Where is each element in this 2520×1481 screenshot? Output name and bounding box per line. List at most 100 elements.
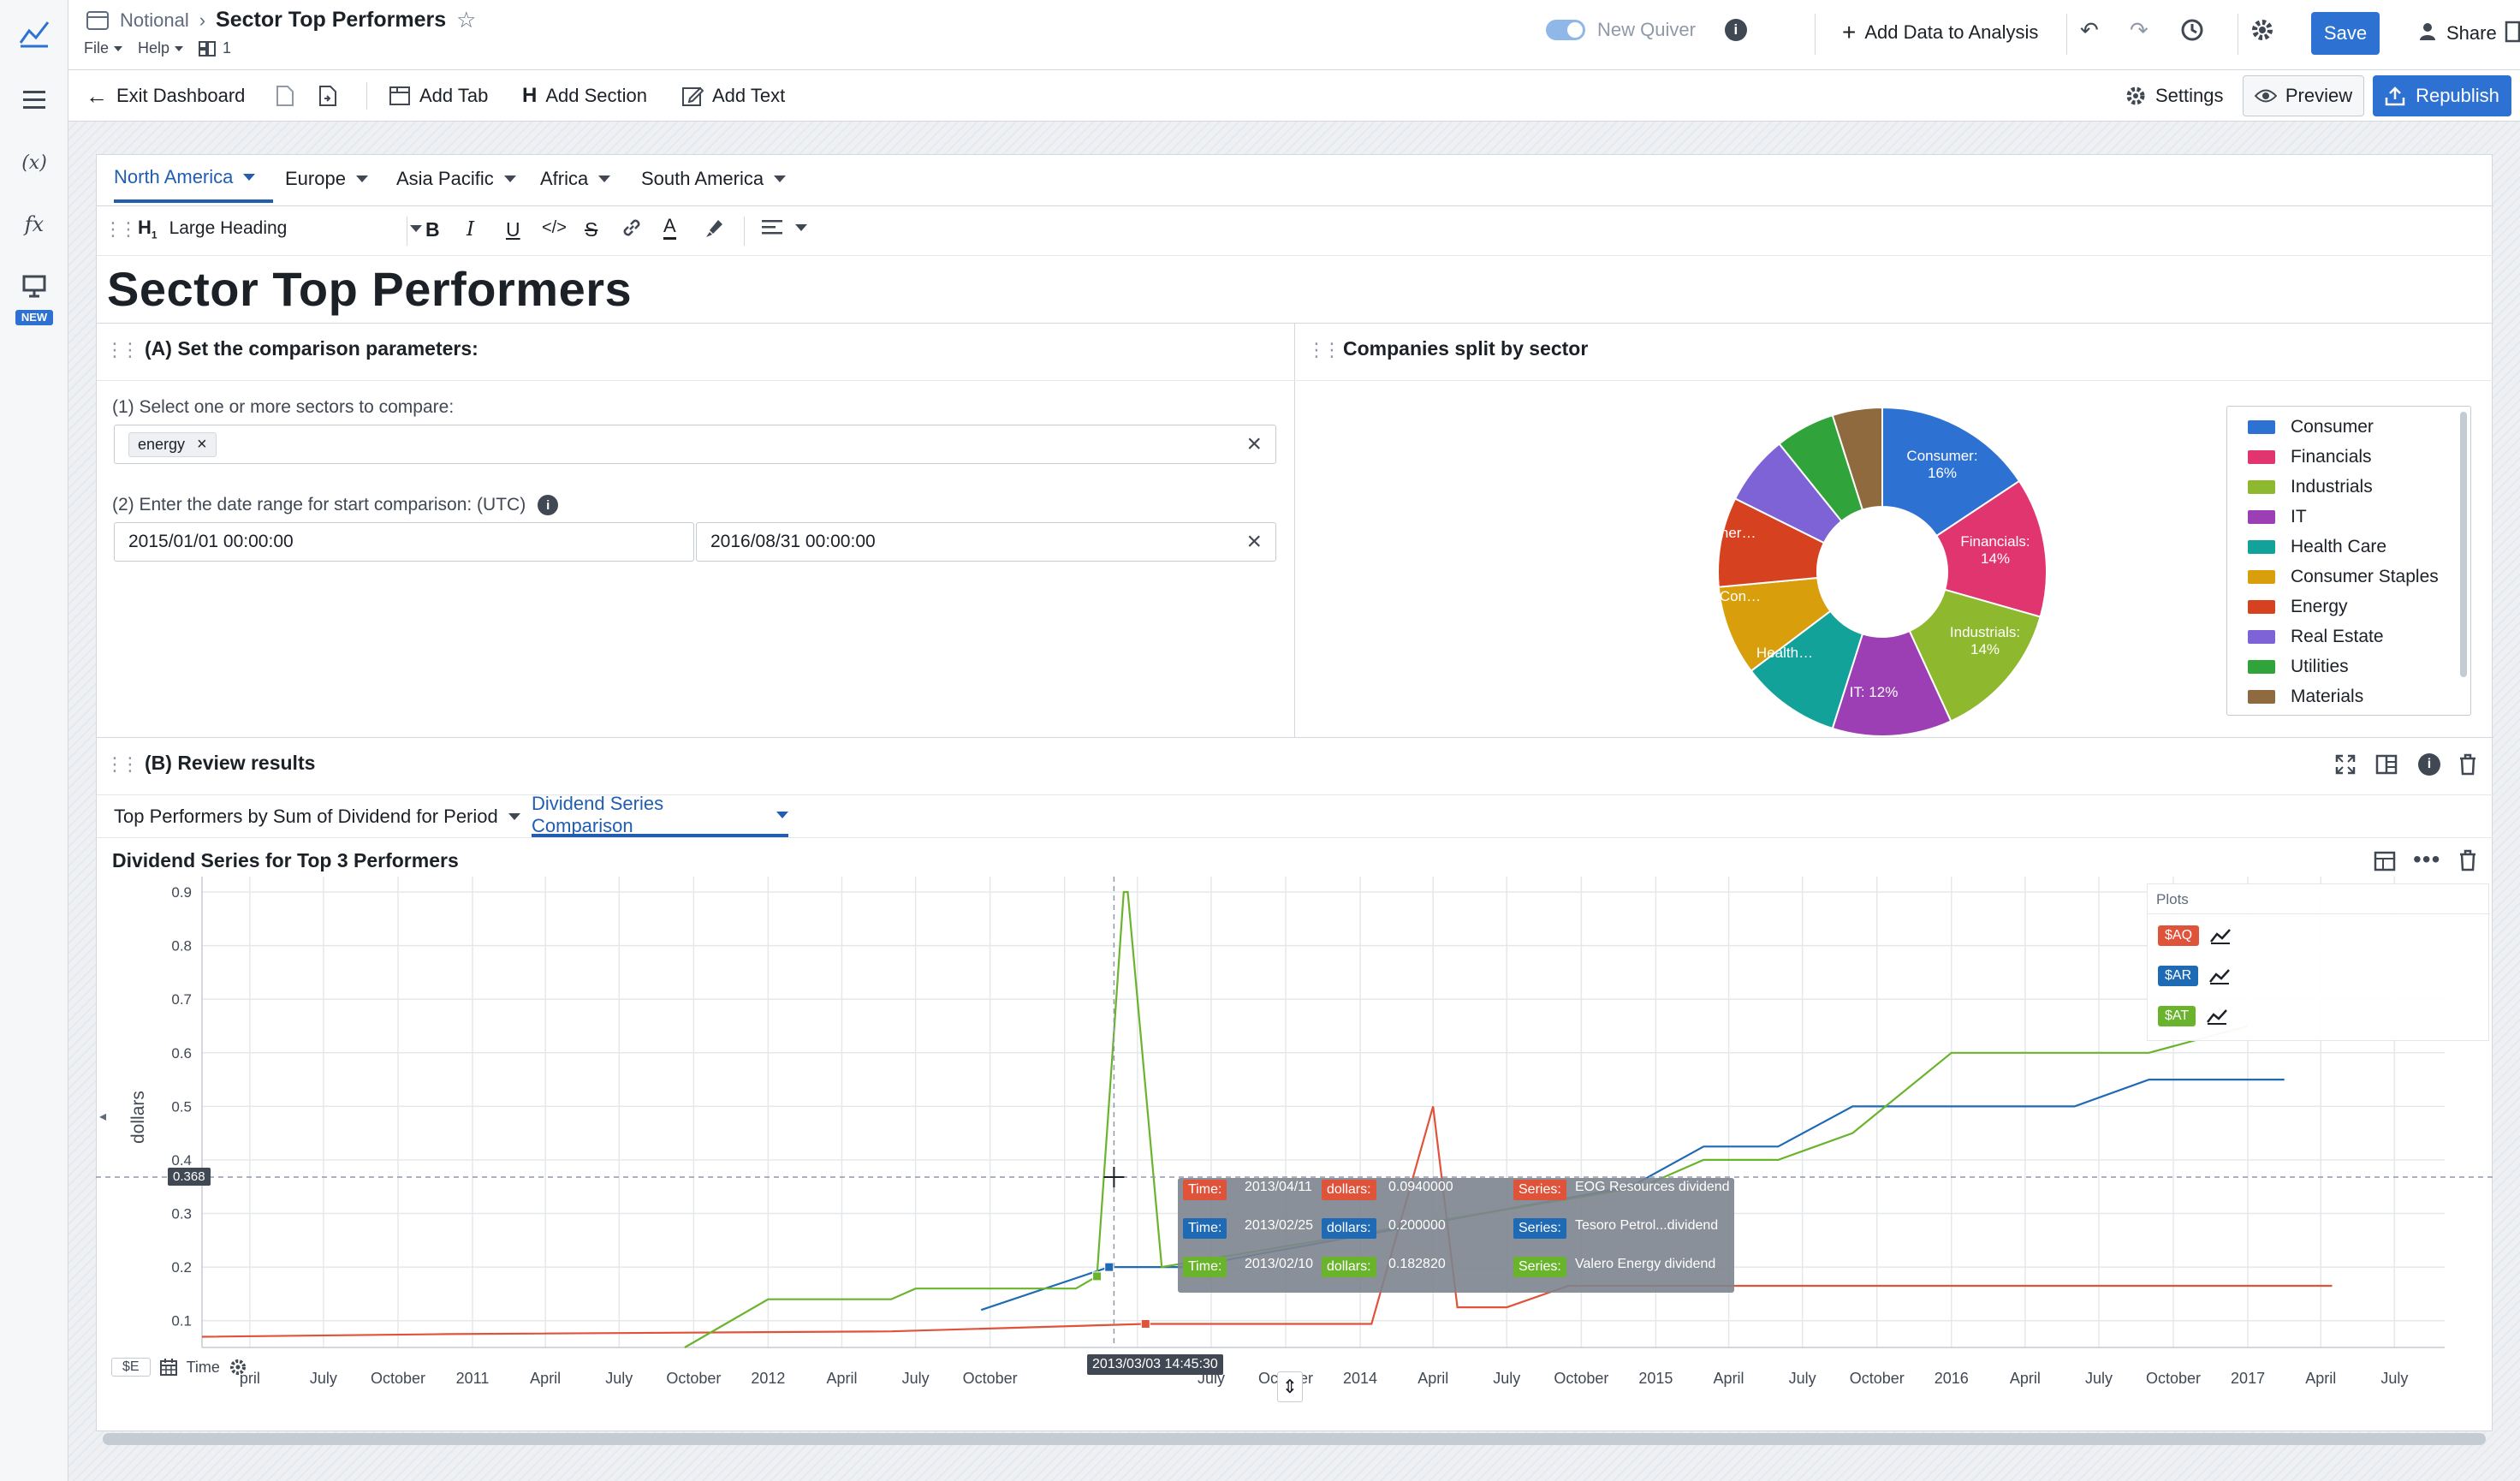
dashboard-heading[interactable]: Sector Top Performers [107,262,633,316]
plot-series-tag[interactable]: $AT [2158,1006,2196,1026]
tab-asia-pacific[interactable]: Asia Pacific [396,155,516,203]
text-color-icon[interactable]: A [663,215,676,240]
series-line-at[interactable] [684,890,2249,1348]
tab-top-performers[interactable]: Top Performers by Sum of Dividend for Pe… [114,796,520,837]
plot-series-tag[interactable]: $AR [2158,966,2199,986]
add-text-button[interactable]: Add Text [681,70,785,122]
variables-icon[interactable]: (x) [21,152,47,174]
align-select[interactable] [761,218,807,237]
redo-icon[interactable]: ↷ [2130,17,2149,43]
highlight-icon[interactable] [703,217,725,244]
legend-item-materials[interactable]: Materials [2248,681,2363,711]
new-quiver-toggle[interactable] [1546,20,1585,40]
start-date-input[interactable]: 2015/01/01 00:00:00 [114,522,694,562]
italic-icon[interactable]: I [467,218,475,241]
legend-item-financials[interactable]: Financials [2248,442,2372,472]
pie-slice-industrials[interactable] [1908,588,2042,723]
chart-layout-icon[interactable] [2374,851,2396,877]
tab-north-america[interactable]: North America [114,155,273,203]
info-icon[interactable]: i [1724,19,1747,41]
pie-slice-financials[interactable] [1935,479,2048,618]
add-data-button[interactable]: + Add Data to Analysis [1842,19,2039,45]
sector-donut-chart[interactable]: Consumer:16%Financials:14%Industrials:14… [1703,392,2062,752]
heading-style-select[interactable]: H1 Large Heading [138,217,422,241]
link-icon[interactable] [621,217,643,244]
save-button[interactable]: Save [2311,12,2380,55]
plot-item-aq[interactable]: $AQ [2158,925,2232,946]
presentation-icon[interactable] [0,274,68,304]
history-icon[interactable] [2179,17,2205,48]
info-icon[interactable]: i [538,495,559,515]
tab-europe[interactable]: Europe [285,155,368,203]
file-menu[interactable]: File [84,39,123,57]
remove-tag-icon[interactable]: × [197,434,207,454]
drag-handle-icon[interactable]: ⋮⋮ [104,218,138,240]
layout-icon[interactable] [2375,753,2398,781]
add-section-button[interactable]: H Add Section [522,84,647,107]
info-icon[interactable]: i [2418,753,2440,776]
republish-button[interactable]: Republish [2373,75,2511,116]
document-icon[interactable] [276,70,294,122]
axis-settings-icon[interactable] [229,1358,247,1377]
drag-handle-icon[interactable]: ⋮⋮ [105,753,140,775]
horizontal-scrollbar[interactable] [103,1433,2486,1445]
underline-icon[interactable]: U [506,218,520,241]
dividend-line-chart[interactable]: 0.1 0.2 0.3 0.4 0.5 0.6 0.7 0.8 0.9 pril July Octob… [96,877,2493,1407]
functions-icon[interactable]: fx [24,212,45,236]
pie-slice-consumer[interactable] [1881,406,2021,538]
calendar-icon[interactable] [159,1358,178,1377]
legend-item-real-estate[interactable]: Real Estate [2248,622,2384,651]
clear-icon[interactable]: × [1246,527,1262,556]
add-tab-button[interactable]: Add Tab [389,70,488,122]
legend-item-consumer[interactable]: Consumer [2248,412,2374,442]
plot-series-tag[interactable]: $AQ [2158,925,2200,946]
app-logo-icon[interactable] [0,15,68,56]
line-chart-icon[interactable] [2209,926,2232,945]
legend-item-consumer-staples[interactable]: Consumer Staples [2248,562,2439,592]
page-title[interactable]: Sector Top Performers [216,8,447,32]
preview-button[interactable]: Preview [2243,75,2364,116]
legend-item-it[interactable]: IT [2248,502,2307,532]
clear-icon[interactable]: × [1246,430,1262,458]
line-chart-icon[interactable] [2206,1007,2228,1026]
more-icon[interactable]: ••• [2413,846,2441,872]
expand-icon[interactable] [2334,753,2357,781]
plot-item-at[interactable]: $AT [2158,1006,2228,1026]
settings-button[interactable]: Settings [2125,70,2224,122]
drag-handle-icon[interactable]: ⋮⋮ [1307,339,1341,360]
line-chart-icon[interactable] [2208,967,2231,985]
series-line-ar[interactable] [980,1079,2285,1311]
collapse-axis-icon[interactable]: ◂ [99,1109,107,1124]
trash-icon[interactable] [2458,753,2478,781]
series-select-button[interactable]: $E [111,1358,151,1377]
bold-icon[interactable]: B [425,218,440,241]
legend-scrollbar[interactable] [2460,412,2467,677]
tab-dividend-series[interactable]: Dividend Series Comparison [532,793,788,837]
panel-layout-icon[interactable] [2505,21,2520,48]
pie-slice-it[interactable] [1831,629,1952,737]
tab-africa[interactable]: Africa [540,155,611,203]
pie-slice-materials[interactable] [1831,406,1883,511]
breadcrumb[interactable]: Notional [120,9,189,31]
share-button[interactable]: Share [2417,21,2497,46]
trash-icon[interactable] [2458,849,2478,877]
plot-item-ar[interactable]: $AR [2158,966,2231,986]
star-icon[interactable]: ☆ [456,7,477,33]
strikethrough-icon[interactable]: S [585,218,598,241]
sector-tag[interactable]: energy × [128,431,217,457]
legend-item-health-care[interactable]: Health Care [2248,532,2386,562]
gear-icon[interactable] [2250,17,2275,48]
undo-icon[interactable]: ↶ [2080,17,2099,43]
legend-item-industrials[interactable]: Industrials [2248,472,2373,502]
resize-handle-icon[interactable]: ⇕ [1277,1371,1303,1402]
tab-south-america[interactable]: South America [641,155,787,203]
end-date-input[interactable]: 2016/08/31 00:00:00 × [696,522,1276,562]
menu-icon[interactable] [0,89,68,117]
legend-item-utilities[interactable]: Utilities [2248,651,2349,681]
legend-item-energy[interactable]: Energy [2248,592,2348,622]
export-icon[interactable] [318,70,339,122]
sector-multiselect[interactable]: energy × × [114,425,1276,464]
code-icon[interactable]: </> [542,218,567,237]
drag-handle-icon[interactable]: ⋮⋮ [105,339,140,360]
exit-dashboard-button[interactable]: ← Exit Dashboard [86,82,246,109]
